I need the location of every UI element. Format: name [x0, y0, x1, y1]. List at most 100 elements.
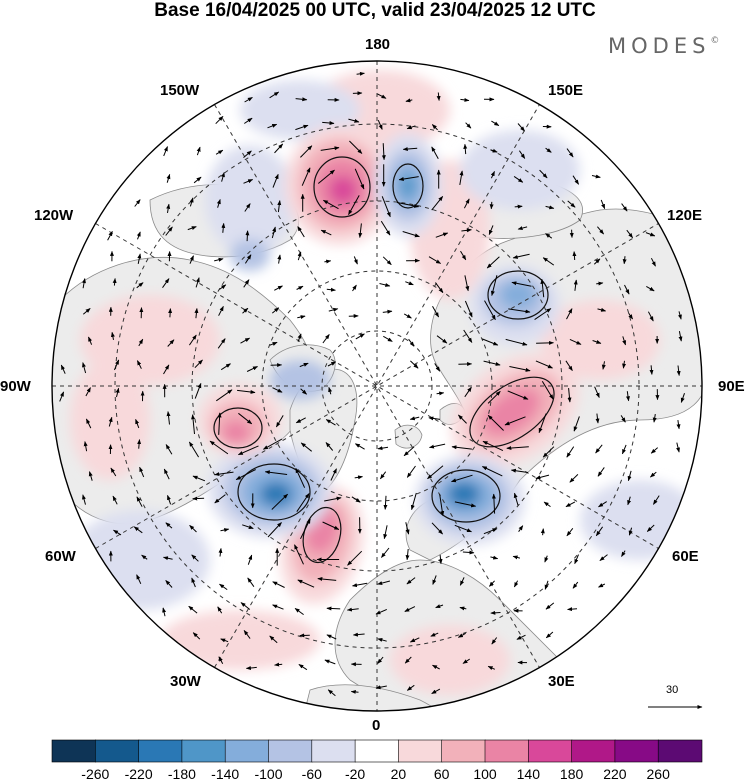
wind-vector — [451, 445, 472, 450]
wind-vector — [597, 467, 605, 477]
wind-vector — [490, 555, 499, 560]
wind-vector — [650, 257, 656, 267]
wind-vector — [216, 199, 221, 208]
wind-vector — [628, 527, 633, 536]
wind-vector — [298, 663, 308, 671]
wind-vector — [595, 413, 600, 424]
wind-vector — [431, 146, 439, 160]
colorbar-label: -220 — [124, 766, 153, 782]
wind-vector — [221, 222, 226, 233]
wind-vector — [597, 307, 607, 312]
wind-vector — [297, 333, 302, 342]
wind-vector — [325, 419, 336, 426]
wind-vector — [162, 607, 167, 617]
colorbar-swatch — [657, 739, 703, 763]
wind-vector — [214, 494, 226, 504]
wind-vector — [377, 446, 389, 451]
wind-vector — [512, 253, 530, 259]
wind-vector — [138, 338, 144, 347]
wind-vector — [438, 554, 443, 565]
wind-vector — [244, 203, 251, 212]
wind-vector — [379, 282, 391, 287]
wind-vector — [294, 607, 304, 616]
wind-vector — [517, 123, 525, 132]
wind-vector — [242, 524, 254, 529]
wind-vector — [620, 415, 626, 423]
wind-vector — [460, 250, 467, 261]
wind-vector — [457, 632, 466, 638]
wind-vector — [383, 335, 393, 342]
wind-vector — [322, 199, 339, 210]
wind-vector — [238, 412, 253, 425]
wind-vector — [507, 390, 529, 400]
wind-vector — [545, 602, 555, 610]
colorbar-label: 100 — [473, 766, 497, 782]
wind-vector — [464, 275, 470, 292]
wind-vector — [246, 366, 258, 372]
wind-vector — [487, 390, 501, 404]
wind-vector — [597, 226, 604, 235]
wind-vector — [162, 278, 170, 288]
wind-vector — [402, 231, 420, 238]
wind-vector — [112, 495, 118, 505]
wind-vector — [243, 629, 251, 639]
wind-vector — [489, 201, 494, 210]
wind-vector — [82, 362, 87, 374]
wind-vector — [513, 492, 519, 506]
colorbar-swatch — [268, 739, 313, 763]
colorbar-swatch — [224, 739, 270, 763]
wind-vector — [652, 495, 660, 505]
wind-vector — [545, 631, 554, 639]
wind-vector — [622, 256, 627, 265]
colorbar-swatch — [51, 739, 97, 763]
wind-vector — [267, 123, 278, 129]
wind-vector — [82, 308, 91, 315]
wind-vector — [193, 176, 202, 184]
wind-vector — [297, 579, 315, 588]
wind-vector — [626, 229, 633, 239]
wind-vector — [490, 170, 495, 179]
wind-vector — [544, 580, 549, 590]
colorbar-swatch — [138, 739, 183, 763]
wind-vector — [214, 471, 234, 477]
wind-vector — [349, 140, 363, 154]
wind-vector — [215, 149, 224, 155]
lon-label-0: 0 — [372, 717, 381, 734]
wind-vector — [326, 606, 341, 611]
wind-vector — [317, 169, 335, 184]
wind-vector — [646, 524, 655, 532]
wind-vector — [191, 577, 196, 588]
wind-vector — [165, 522, 173, 529]
wind-vector — [189, 524, 197, 533]
wind-vector — [405, 98, 413, 103]
wind-vector — [491, 637, 498, 645]
wind-vector — [108, 416, 113, 427]
colorbar-swatch — [484, 739, 530, 763]
wind-vector — [650, 471, 657, 478]
wind-vector — [219, 284, 227, 290]
wind-vector — [544, 555, 549, 563]
wind-vector — [113, 359, 120, 371]
wind-vector — [167, 339, 175, 347]
colorbar-swatch — [527, 739, 573, 763]
wind-vector — [451, 474, 473, 483]
wind-vector — [622, 336, 627, 346]
wind-vector — [356, 71, 365, 76]
wind-vector — [517, 226, 528, 231]
wind-vector — [506, 445, 529, 450]
wind-vector — [295, 124, 309, 131]
lon-label-150e: 150E — [548, 82, 584, 99]
wind-vector — [595, 444, 603, 454]
lon-label-120e: 120E — [667, 207, 703, 224]
wind-vector — [432, 575, 437, 585]
wind-vector — [353, 256, 358, 265]
graticule — [52, 61, 702, 711]
wind-vector — [269, 635, 278, 644]
wind-vector — [358, 223, 363, 238]
colorbar-label: -140 — [211, 766, 240, 782]
wind-vector — [320, 146, 340, 151]
wind-vector — [622, 360, 627, 369]
wind-vector — [540, 528, 545, 536]
wind-vector — [405, 522, 410, 535]
wind-vector — [188, 441, 200, 458]
